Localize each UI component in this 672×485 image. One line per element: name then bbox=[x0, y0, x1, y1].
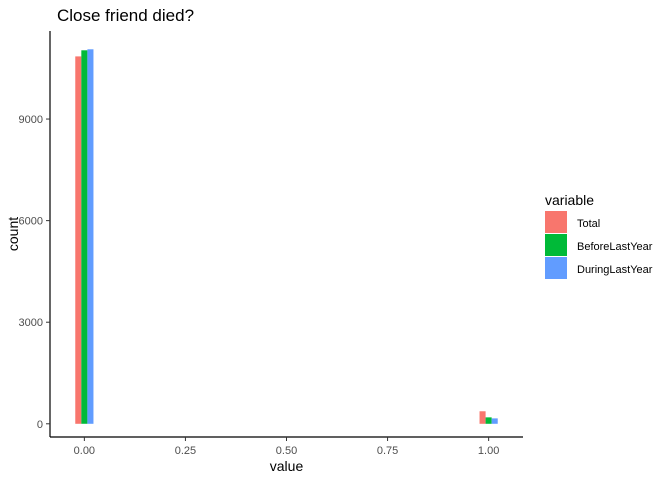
bar-beforelastyear-0 bbox=[81, 50, 88, 424]
bars-group bbox=[75, 49, 498, 424]
legend-key-duringlastyear bbox=[545, 257, 567, 279]
legend-key-total bbox=[545, 211, 567, 233]
bar-duringlastyear-1 bbox=[491, 418, 498, 424]
y-tick-label: 9000 bbox=[19, 114, 43, 126]
bar-duringlastyear-0 bbox=[87, 49, 94, 424]
y-tick-label: 6000 bbox=[19, 216, 43, 228]
bar-total-0 bbox=[75, 56, 82, 424]
bar-total-1 bbox=[479, 411, 486, 424]
x-tick-label: 0.75 bbox=[377, 445, 398, 457]
bar-beforelastyear-1 bbox=[485, 417, 492, 424]
x-tick-label: 0.00 bbox=[74, 445, 95, 457]
y-tick-label: 3000 bbox=[19, 317, 43, 329]
legend-label-beforelastyear: BeforeLastYear bbox=[577, 241, 653, 253]
legend-key-beforelastyear bbox=[545, 234, 567, 256]
x-tick-label: 0.25 bbox=[175, 445, 196, 457]
y-ticks-group: 0 3000 6000 9000 bbox=[19, 114, 50, 431]
x-axis-label: value bbox=[270, 458, 304, 474]
x-tick-label: 0.50 bbox=[276, 445, 297, 457]
legend-label-duringlastyear: DuringLastYear bbox=[577, 264, 653, 276]
chart-title: Close friend died? bbox=[57, 6, 194, 25]
y-axis-label: count bbox=[5, 217, 21, 251]
y-tick-label: 0 bbox=[37, 419, 43, 431]
legend: variable Total BeforeLastYear DuringLastYe… bbox=[545, 192, 653, 279]
x-ticks-group: 0.00 0.25 0.50 0.75 1.00 bbox=[74, 437, 499, 457]
x-tick-label: 1.00 bbox=[478, 445, 499, 457]
legend-title: variable bbox=[545, 192, 594, 208]
legend-label-total: Total bbox=[577, 218, 600, 230]
